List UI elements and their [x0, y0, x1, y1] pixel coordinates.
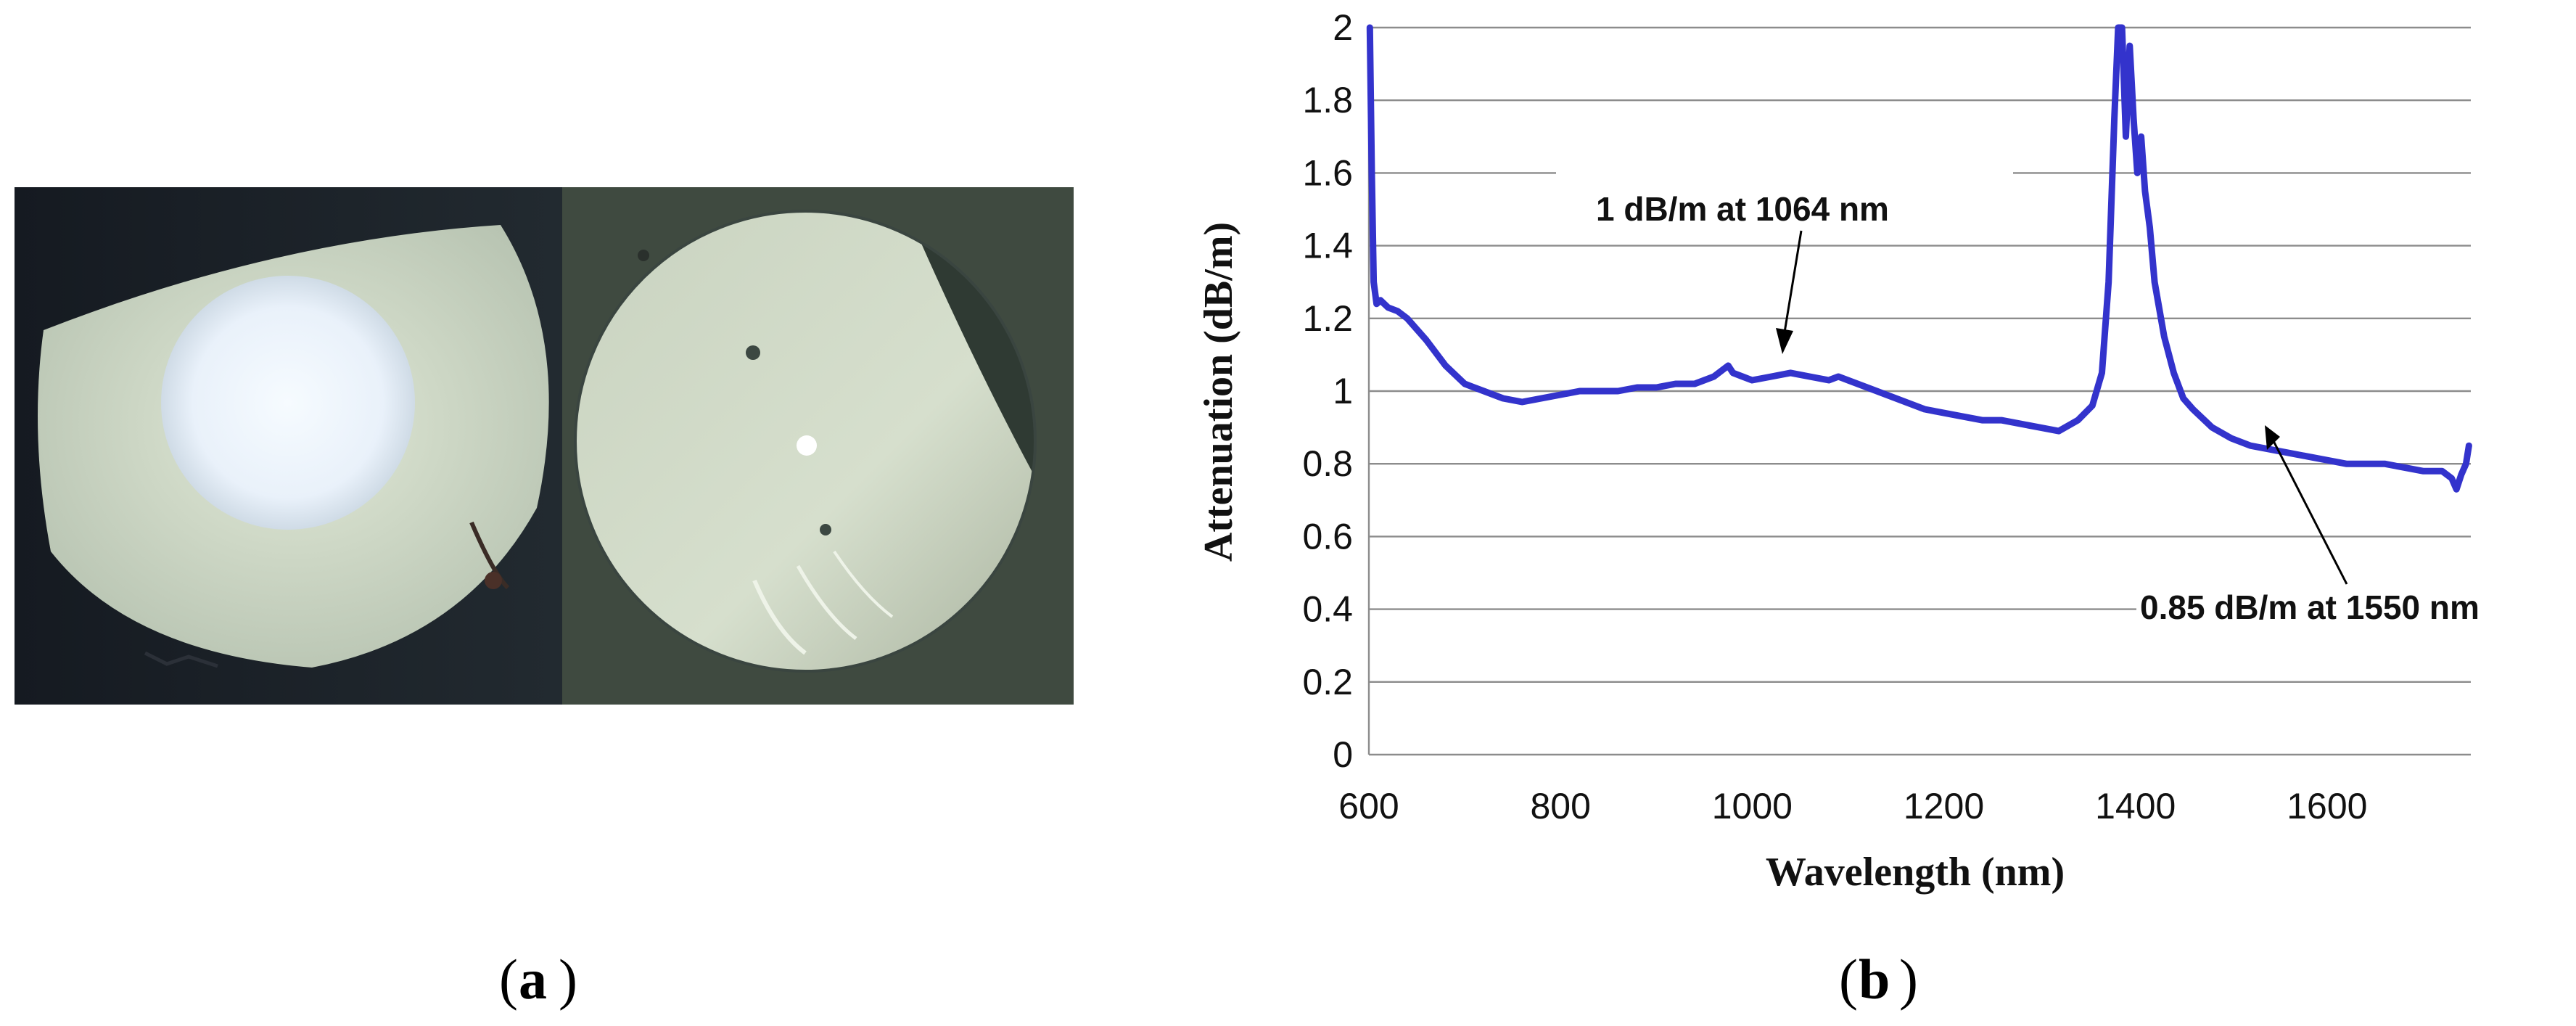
annotation-1064-text: 1 dB/m at 1064 nm — [1596, 190, 1889, 228]
annotation-1550: 0.85 dB/m at 1550 nm — [2136, 425, 2576, 637]
panel-label-a-text: a — [519, 948, 547, 1011]
panel-label-a: ( a ) — [499, 948, 577, 1011]
series-line-attenuation — [1366, 24, 2472, 493]
x-tick-label: 800 — [1530, 786, 1590, 826]
y-tick-label: 1.8 — [1302, 80, 1353, 120]
x-axis-title: Wavelength (nm) — [1766, 850, 2065, 895]
grid-lines — [1369, 26, 2471, 683]
y-tick-label: 1.6 — [1302, 152, 1353, 193]
svg-text:): ) — [559, 948, 577, 1011]
photo-left-fiber — [15, 187, 562, 705]
svg-text:): ) — [1899, 948, 1918, 1011]
svg-text:(: ( — [1839, 948, 1858, 1011]
y-tick-label: 1.4 — [1302, 226, 1353, 266]
annotation-1064-arrow — [1782, 230, 1803, 342]
x-tick-label: 600 — [1338, 786, 1399, 826]
x-tick-label: 1400 — [2095, 786, 2176, 826]
panel-label-b: ( b ) — [1839, 948, 1918, 1011]
y-tick-label: 0.2 — [1302, 662, 1353, 702]
y-tick-label: 1 — [1333, 371, 1353, 411]
y-tick-label: 0.6 — [1302, 516, 1353, 557]
annotation-1550-arrow — [2269, 435, 2348, 585]
annotation-1550-text: 0.85 dB/m at 1550 nm — [2140, 588, 2480, 626]
x-tick-label: 1000 — [1712, 786, 1793, 826]
panel-label-b-text: b — [1859, 948, 1890, 1011]
y-axis-title: Attenuation (dB/m) — [1196, 222, 1241, 562]
y-tick-label: 0.8 — [1302, 443, 1353, 484]
x-tick-label: 1200 — [1904, 786, 1984, 826]
y-tick-label: 0 — [1333, 734, 1353, 775]
y-tick-label: 2 — [1333, 7, 1353, 48]
svg-text:(: ( — [499, 948, 518, 1011]
y-tick-label: 1.2 — [1302, 298, 1353, 339]
y-tick-labels: 0 0.2 0.4 0.6 0.8 1 1.2 1.4 1.6 1.8 2 — [1302, 7, 1353, 775]
annotation-1064: 1 dB/m at 1064 nm — [1556, 163, 2013, 354]
photo-right-fiber — [562, 187, 1074, 705]
x-tick-labels: 600 800 1000 1200 1400 1600 — [1338, 786, 2367, 826]
x-tick-label: 1600 — [2287, 786, 2367, 826]
y-tick-label: 0.4 — [1302, 589, 1353, 630]
attenuation-chart: 0 0.2 0.4 0.6 0.8 1 1.2 1.4 1.6 1.8 2 600 800 1000 12… — [1196, 7, 2576, 895]
